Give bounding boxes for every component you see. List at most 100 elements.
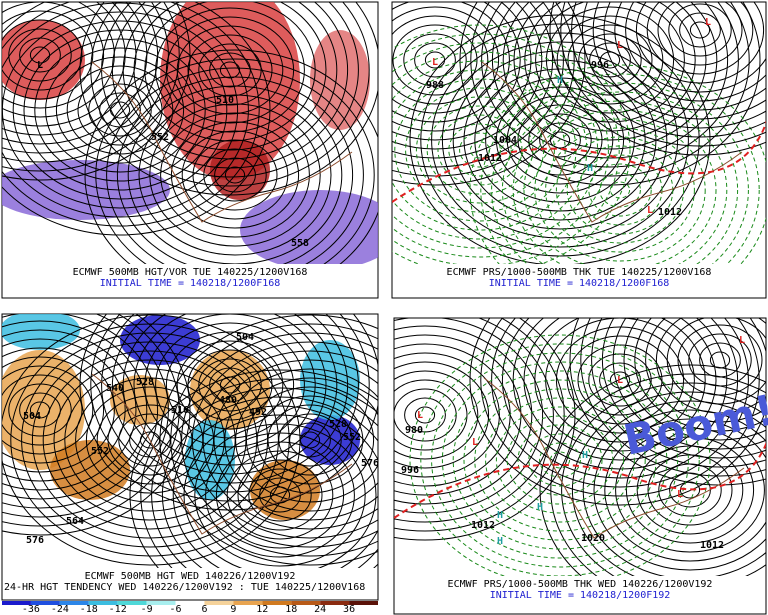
contour [394,318,576,541]
contour [392,2,521,132]
contour [501,91,739,264]
contour [578,33,642,87]
contour [138,94,332,256]
contour [645,318,766,423]
contour [549,131,571,149]
map-area [2,2,378,264]
contour [8,28,72,82]
caption: ECMWF 500MB HGT/VOR TUE 140225/1200V168 [73,267,308,278]
contour [392,33,620,264]
contour [615,427,765,553]
contour [96,395,204,485]
contour [34,38,206,182]
contour [2,2,180,172]
contour [160,112,310,238]
contour [539,442,581,478]
contour [2,314,301,566]
map-label: 552 [151,132,169,143]
contour [172,405,378,568]
contour [31,341,269,539]
contour [589,42,631,78]
contour [688,333,752,387]
contour [95,58,375,264]
contour [198,358,262,412]
coastline [91,61,353,223]
map-label: 492 [249,407,267,418]
colorbar-tick: 36 [343,604,355,615]
map-label: L [677,489,683,500]
contour [392,60,588,240]
contour [203,148,267,202]
contour [161,396,378,568]
colorbar-swatch [146,601,176,605]
contour [603,2,766,111]
contour [625,2,766,93]
contour [64,368,236,512]
contour [151,387,378,568]
shaded-area [2,350,85,470]
contour [469,318,766,506]
contour [441,41,679,239]
contour [545,318,695,443]
colorbar-swatch [30,601,60,605]
map-label: L [617,40,623,51]
contour [657,2,743,66]
contour [545,127,695,253]
contour [12,20,228,200]
map-label: H [497,536,503,547]
contour [155,322,305,448]
contour [474,388,646,532]
colorbar-tick: -9 [141,604,153,615]
contour [405,87,555,213]
contour [45,47,195,173]
contour [394,318,554,523]
colorbar-swatch [2,601,31,605]
map-panel: ECMWF 500MB HGT/VOR TUE 140225/1200V168I… [1,1,379,299]
contour [109,101,131,119]
contour [394,388,457,442]
contour [452,50,668,230]
map-area [392,2,766,264]
map-label: H [587,163,593,174]
contour [2,338,126,482]
contour [2,2,260,227]
contour [534,318,706,452]
map-label: 1012 [478,153,502,164]
contour [155,7,305,133]
contour [226,450,334,540]
colorbar-tick: 9 [230,604,236,615]
initial-time: 24-HR HGT TENDENCY WED 140226/1200V192 :… [4,582,365,593]
colorbar-tick: -18 [80,604,98,615]
contour [88,83,152,137]
initial-time: INITIAL TIME = 140218/1200F192 [490,590,671,601]
shaded-area [185,420,235,500]
contour [582,400,766,576]
map-label: 1020 [581,533,605,544]
contour [506,415,614,505]
contour [677,324,763,396]
contour [431,32,689,248]
colorbar-tick: 18 [285,604,297,615]
map-panel: ECMWF 500MB HGT WED 140226/1200V19224-HR… [1,313,379,601]
contour [609,181,631,199]
contour [42,350,258,530]
contour [581,2,766,129]
contour [539,122,581,158]
contour [571,2,766,138]
contour [420,343,700,576]
contour [452,370,668,550]
contour [431,352,689,568]
colorbar-swatch [320,601,350,605]
contour [512,100,728,264]
contour [2,356,105,464]
contour [588,353,652,407]
contour [539,364,766,576]
colorbar-swatch [204,601,234,605]
contour [392,2,586,186]
contour [2,2,105,109]
contour [269,486,291,504]
colorbar-swatch [59,601,89,605]
map-label: L [37,60,43,71]
contour [394,318,565,532]
